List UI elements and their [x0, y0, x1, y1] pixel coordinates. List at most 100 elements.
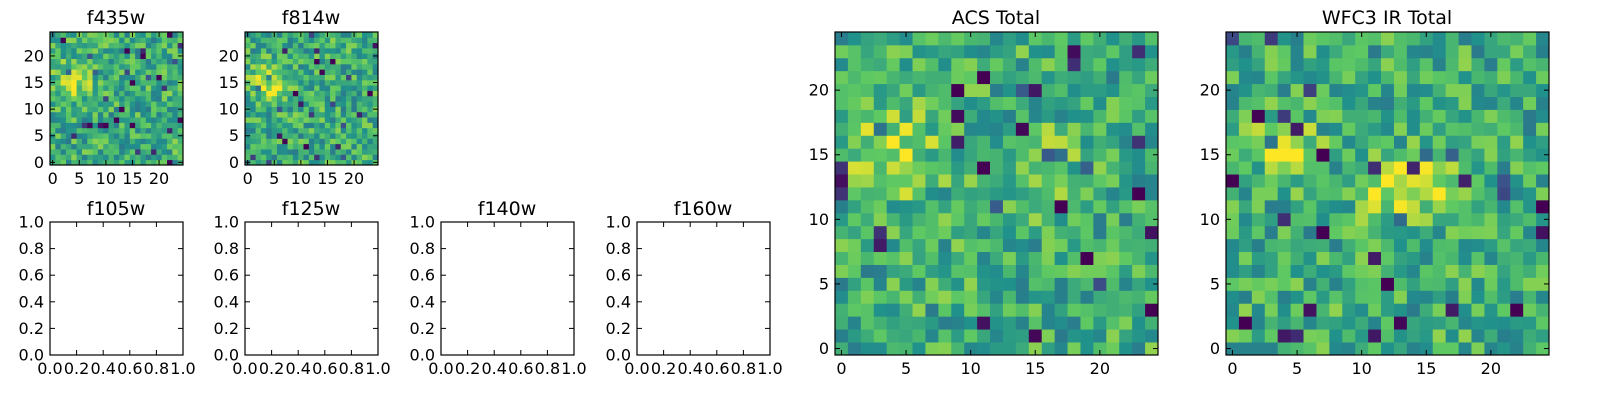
- heatmap-cell: [140, 79, 147, 86]
- heatmap-cell: [119, 63, 125, 70]
- heatmap-cell: [1015, 342, 1030, 356]
- heatmap-cell: [1536, 70, 1550, 85]
- heatmap-cell: [886, 174, 900, 188]
- y-tick-label: 20: [1200, 81, 1220, 100]
- heatmap-cell: [356, 138, 363, 145]
- heatmap-cell: [886, 212, 900, 227]
- heatmap-cell: [292, 42, 299, 49]
- heatmap-cell: [97, 58, 104, 65]
- heatmap-cell: [145, 122, 152, 129]
- heatmap-cell: [161, 79, 168, 86]
- heatmap-cell: [87, 111, 93, 118]
- heatmap-cell: [330, 149, 336, 155]
- heatmap-cell: [1277, 238, 1291, 253]
- heatmap-cell: [1277, 135, 1291, 149]
- heatmap-cell: [156, 42, 163, 49]
- heatmap-cell: [161, 95, 168, 102]
- heatmap-cell: [1536, 83, 1550, 97]
- heatmap-cell: [356, 42, 363, 49]
- heatmap-cell: [1132, 187, 1146, 201]
- heatmap-cell: [938, 238, 952, 253]
- heatmap-cell: [324, 85, 331, 91]
- heatmap-cell: [1226, 342, 1240, 356]
- heatmap-cell: [1523, 342, 1537, 356]
- heatmap-cell: [367, 127, 374, 134]
- heatmap-cell: [1093, 148, 1107, 162]
- heatmap-cell: [97, 32, 104, 38]
- heatmap-cell: [1028, 161, 1043, 175]
- heatmap-cell: [1432, 290, 1447, 304]
- heatmap-cell: [161, 85, 168, 91]
- heatmap-cell: [1041, 161, 1056, 175]
- heatmap-cell: [1015, 290, 1030, 304]
- heatmap-cell: [119, 101, 125, 107]
- heatmap-cell: [372, 47, 379, 54]
- heatmap-cell: [340, 133, 347, 139]
- heatmap-cell: [1368, 264, 1382, 278]
- heatmap-cell: [151, 74, 157, 81]
- heatmap-cell: [103, 143, 109, 150]
- heatmap-cell: [340, 138, 347, 145]
- heatmap-cell: [346, 154, 352, 161]
- heatmap-cell: [1471, 290, 1485, 304]
- heatmap-cell: [50, 143, 56, 150]
- heatmap-cell: [1484, 238, 1498, 253]
- heatmap-cell: [1132, 225, 1146, 240]
- heatmap-cell: [1145, 96, 1159, 110]
- heatmap-cell: [260, 58, 267, 65]
- heatmap-cell: [1536, 238, 1550, 253]
- heatmap-cell: [1381, 199, 1395, 214]
- heatmap-cell: [1316, 303, 1330, 317]
- heatmap-cell: [367, 37, 374, 44]
- heatmap-cell: [356, 37, 363, 44]
- heatmap-cell: [65, 32, 72, 38]
- heatmap-cell: [1329, 251, 1343, 265]
- heatmap-cell: [161, 90, 168, 97]
- heatmap-cell: [108, 149, 115, 155]
- heatmap-cell: [167, 85, 173, 91]
- heatmap-cell: [1002, 329, 1017, 343]
- heatmap-cell: [847, 96, 862, 110]
- heatmap-cell: [308, 138, 315, 145]
- heatmap-cell: [1510, 135, 1524, 149]
- heatmap-cell: [912, 44, 926, 59]
- heatmap-cell: [1015, 303, 1030, 317]
- heatmap-cell: [1432, 212, 1447, 227]
- heatmap-cell: [1080, 329, 1094, 343]
- heatmap-cell: [1145, 135, 1159, 149]
- heatmap-cell: [335, 149, 342, 155]
- heatmap-cell: [55, 58, 62, 65]
- heatmap-cell: [1015, 187, 1030, 201]
- heatmap-cell: [1316, 70, 1330, 85]
- heatmap-cell: [177, 101, 184, 107]
- heatmap-cell: [1303, 303, 1317, 317]
- y-tick-label: 20: [809, 81, 829, 100]
- heatmap-cell: [1329, 122, 1343, 136]
- heatmap-cell: [129, 127, 136, 134]
- heatmap-cell: [977, 329, 991, 343]
- heatmap-cell: [351, 138, 358, 145]
- heatmap-cell: [1264, 109, 1279, 123]
- heatmap-cell: [330, 111, 336, 118]
- heatmap-cell: [1342, 238, 1356, 253]
- heatmap-cell: [314, 143, 320, 150]
- heatmap-cell: [899, 161, 913, 175]
- heatmap-cell: [298, 111, 304, 118]
- heatmap-cell: [335, 32, 342, 38]
- heatmap-cell: [1536, 225, 1550, 240]
- heatmap-cell: [1145, 44, 1159, 59]
- heatmap-cell: [362, 79, 368, 86]
- heatmap-cell: [1119, 174, 1133, 188]
- heatmap-cell: [87, 53, 93, 59]
- heatmap-cell: [1445, 212, 1459, 227]
- heatmap-cell: [135, 149, 141, 155]
- heatmap-cell: [1355, 342, 1369, 356]
- heatmap-cell: [1028, 44, 1043, 59]
- heatmap-cell: [145, 95, 152, 102]
- heatmap-cell: [860, 329, 875, 343]
- heatmap-cell: [1041, 174, 1056, 188]
- heatmap-cell: [951, 251, 965, 265]
- heatmap-cell: [951, 96, 965, 110]
- heatmap-cell: [977, 342, 991, 356]
- heatmap-cell: [886, 32, 900, 46]
